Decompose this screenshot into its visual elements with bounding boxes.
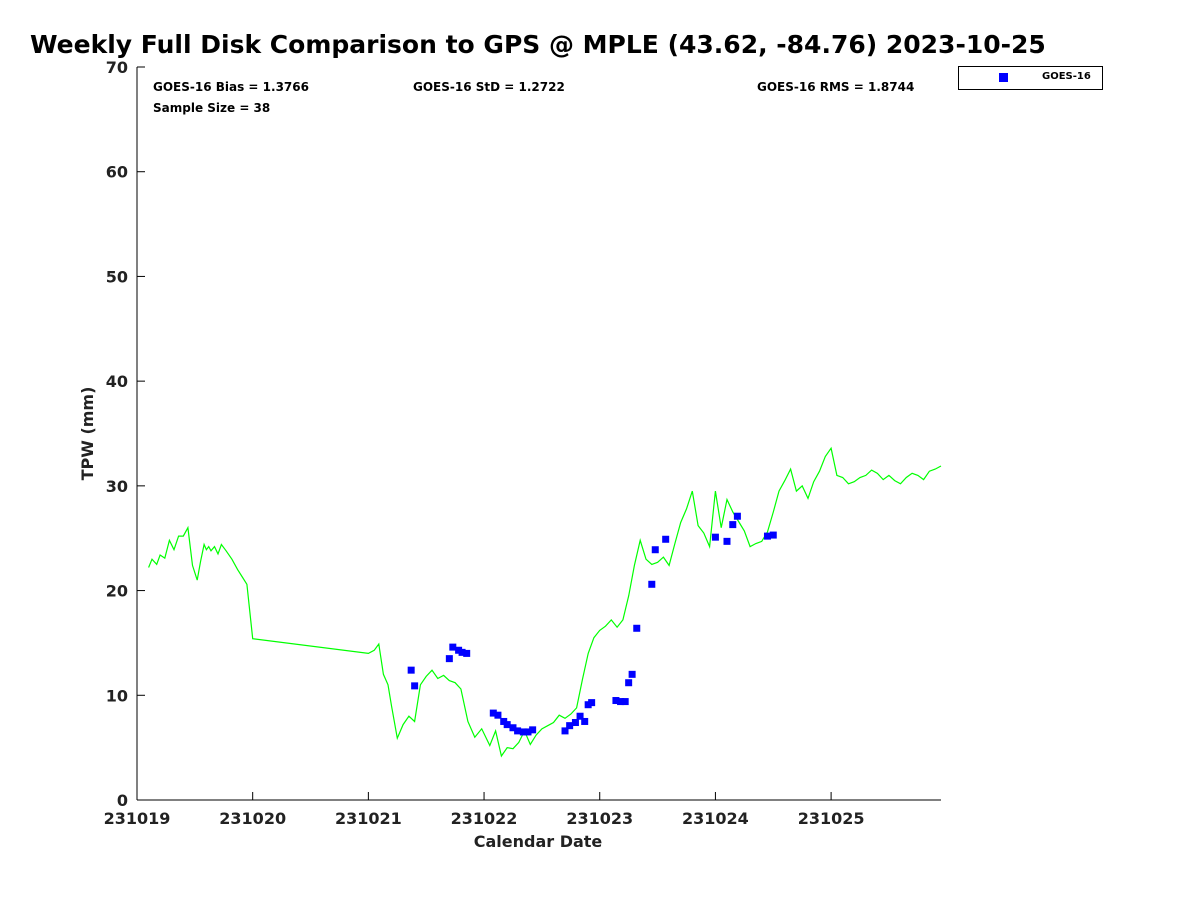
goes16-point-27 (628, 670, 636, 678)
goes16-point-22 (588, 699, 596, 707)
x-tick-label-3: 231022 (451, 809, 518, 828)
legend-label: GOES-16 (1042, 71, 1091, 82)
y-tick-label-2: 20 (106, 582, 128, 601)
goes16-point-37 (769, 531, 777, 539)
goes16-point-0 (407, 666, 415, 674)
goes16-point-18 (571, 719, 579, 727)
goes16-point-34 (729, 521, 737, 529)
goes16-point-29 (648, 580, 656, 588)
legend: GOES-16 (958, 66, 1103, 90)
goes16-point-13 (519, 728, 527, 736)
goes16-point-14 (524, 728, 532, 736)
goes16-point-15 (529, 726, 537, 734)
goes16-point-35 (733, 512, 741, 520)
goes16-point-2 (445, 655, 453, 663)
goes16-point-20 (581, 717, 589, 725)
goes16-point-16 (561, 727, 569, 735)
gps-series-line (148, 446, 942, 758)
goes16-point-10 (503, 721, 511, 729)
y-axis-label: TPW (mm) (78, 387, 97, 481)
x-tick-label-0: 231019 (104, 809, 171, 828)
goes16-point-26 (625, 679, 633, 687)
goes16-point-32 (711, 533, 719, 541)
goes16-point-8 (494, 711, 502, 719)
y-tick-label-4: 40 (106, 372, 128, 391)
x-tick-label-1: 231020 (219, 809, 286, 828)
x-axis-label: Calendar Date (474, 832, 603, 851)
y-tick-label-5: 50 (106, 267, 128, 286)
y-tick-label-3: 30 (106, 477, 128, 496)
std-stat: GOES-16 StD = 1.2722 (413, 80, 565, 94)
goes16-point-30 (651, 546, 659, 554)
y-tick-label-6: 60 (106, 163, 128, 182)
goes16-point-31 (662, 535, 670, 543)
sample-size-stat: Sample Size = 38 (153, 101, 271, 115)
rms-stat: GOES-16 RMS = 1.8744 (757, 80, 915, 94)
goes16-point-7 (489, 709, 497, 717)
y-tick-label-1: 10 (106, 686, 128, 705)
goes16-point-25 (621, 698, 629, 706)
goes16-point-3 (449, 643, 457, 651)
chart-title: Weekly Full Disk Comparison to GPS @ MPL… (30, 30, 1046, 59)
goes16-point-24 (617, 698, 625, 706)
y-tick-label-7: 70 (106, 58, 128, 77)
goes16-point-33 (723, 537, 731, 545)
y-tick-label-0: 0 (117, 791, 128, 810)
goes16-point-6 (463, 649, 471, 657)
goes16-point-5 (458, 648, 466, 656)
goes16-point-19 (576, 712, 584, 720)
x-tick-label-6: 231025 (798, 809, 865, 828)
bias-stat: GOES-16 Bias = 1.3766 (153, 80, 309, 94)
x-tick-label-4: 231023 (566, 809, 633, 828)
goes16-point-1 (411, 682, 419, 690)
goes16-point-23 (612, 697, 620, 705)
goes16-point-28 (633, 624, 641, 632)
x-tick-label-2: 231021 (335, 809, 402, 828)
x-tick-label-5: 231024 (682, 809, 749, 828)
goes16-point-36 (763, 532, 771, 540)
goes16-point-12 (514, 727, 522, 735)
legend-marker-icon (999, 73, 1008, 82)
goes16-point-11 (509, 724, 517, 732)
goes16-point-17 (566, 722, 574, 730)
